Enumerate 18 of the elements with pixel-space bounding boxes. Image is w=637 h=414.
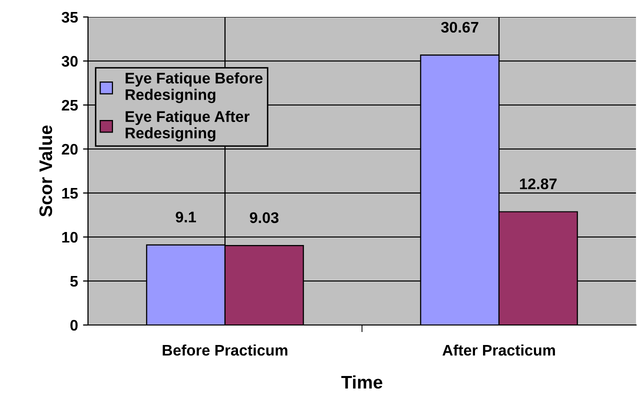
legend-label: Eye Fatique After Redesigning <box>126 110 250 142</box>
data-label: 30.67 <box>441 22 478 33</box>
y-axis-title: Scor Value <box>38 125 52 217</box>
y-tick-label: 20 <box>62 144 78 155</box>
y-tick-label: 35 <box>62 12 78 23</box>
x-axis-title: Time <box>341 375 382 389</box>
y-tick-label: 30 <box>62 56 78 67</box>
y-tick-label: 15 <box>62 188 78 199</box>
data-label: 9.03 <box>250 212 278 224</box>
y-tick-label: 5 <box>70 276 78 287</box>
y-tick-label: 25 <box>62 100 78 111</box>
y-tick-label: 0 <box>70 320 78 331</box>
data-label: 9.1 <box>176 212 196 222</box>
legend-label: Eye Fatique Before Redesigning <box>126 72 263 104</box>
x-tick-label: After Practicum <box>442 344 555 356</box>
y-tick-label: 10 <box>62 232 78 243</box>
data-label: 12.87 <box>520 178 557 190</box>
x-tick-label: Before Practicum <box>162 344 288 356</box>
